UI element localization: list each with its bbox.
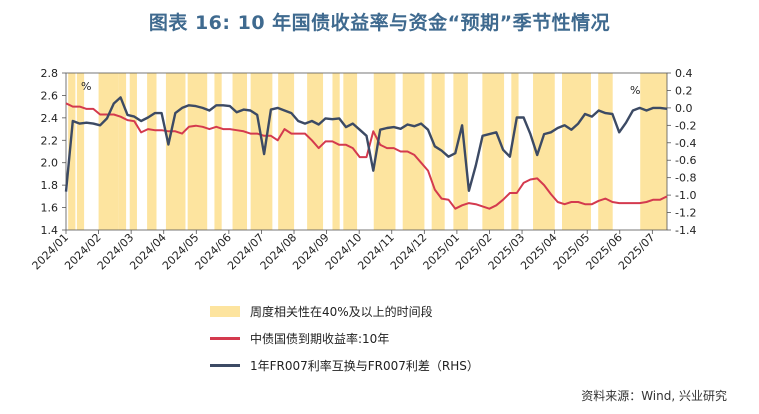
left-tick-label: 1.4 (41, 224, 59, 237)
band-12 (307, 73, 324, 230)
band-9 (232, 73, 248, 230)
right-tick-label: 0.2 (675, 84, 693, 97)
x-axis: 2024/012024/022024/032024/042024/052024/… (30, 230, 658, 273)
series-spread-line (64, 96, 668, 193)
band-4 (129, 73, 137, 230)
band-10 (250, 73, 273, 230)
left-tick-label: 2.8 (41, 67, 59, 80)
left-tick-label: 2.0 (41, 157, 59, 170)
page-title: 图表 16: 10 年国债收益率与资金“预期”季节性情况 (148, 12, 611, 34)
band-6 (165, 73, 186, 230)
legend: 周度相关性在40%及以上的时间段 中债国债到期收益率:10年 1年FR007利率… (210, 298, 479, 379)
right-axis: -1.4 -1.2 -1.0 -0.8 -0.6 -0.4 -0.2 0.0 0.2 0.4 (667, 67, 696, 237)
band-24 (640, 73, 667, 230)
band-20 (511, 73, 519, 230)
band-5 (147, 73, 157, 230)
left-unit-label: % (81, 80, 91, 93)
x-tick-label: 2025/07 (616, 231, 658, 273)
band-1 (76, 73, 85, 230)
legend-item-spread: 1年FR007利率互换与FR007利差（RHS） (210, 352, 479, 379)
band-14 (343, 73, 358, 230)
band-19 (482, 73, 505, 230)
correlation-bands (68, 73, 667, 230)
right-tick-label: -0.2 (675, 119, 696, 132)
band-15 (373, 73, 396, 230)
left-axis: 1.4 1.6 1.8 2.0 2.2 2.4 2.6 2.8 (41, 67, 66, 237)
legend-label-bands: 周度相关性在40%及以上的时间段 (250, 305, 433, 319)
band-18 (453, 73, 468, 230)
source-note: 资料来源：Wind, 兴业研究 (581, 389, 727, 403)
right-tick-label: -1.4 (675, 224, 696, 237)
legend-swatch-spread (210, 364, 240, 367)
band-0 (68, 73, 76, 230)
right-unit-label: % (630, 84, 640, 97)
band-8 (214, 73, 222, 230)
left-tick-label: 1.8 (41, 179, 59, 192)
right-tick-label: -1.2 (675, 207, 696, 220)
band-2 (98, 73, 119, 230)
left-tick-label: 2.4 (41, 112, 59, 125)
band-16 (402, 73, 425, 230)
band-7 (187, 73, 208, 230)
legend-label-yield: 中债国债到期收益率:10年 (250, 332, 390, 346)
legend-swatch-bands (210, 306, 240, 317)
legend-item-yield: 中债国债到期收益率:10年 (210, 325, 479, 352)
left-tick-label: 1.6 (41, 202, 59, 215)
series-lines (64, 96, 668, 210)
right-tick-label: 0.0 (675, 102, 693, 115)
plot-frame (65, 72, 668, 231)
left-tick-label: 2.2 (41, 134, 59, 147)
band-3 (118, 73, 127, 230)
left-tick-label: 2.6 (41, 89, 59, 102)
right-tick-label: -1.0 (675, 189, 696, 202)
legend-swatch-yield (210, 337, 240, 340)
band-11 (278, 73, 295, 230)
band-23 (598, 73, 613, 230)
band-13 (332, 73, 340, 230)
right-tick-label: -0.4 (675, 137, 696, 150)
right-tick-label: -0.6 (675, 154, 696, 167)
legend-label-spread: 1年FR007利率互换与FR007利差（RHS） (250, 359, 479, 373)
legend-item-bands: 周度相关性在40%及以上的时间段 (210, 298, 479, 325)
right-tick-label: -0.8 (675, 172, 696, 185)
band-22 (562, 73, 591, 230)
right-tick-label: 0.4 (675, 67, 693, 80)
